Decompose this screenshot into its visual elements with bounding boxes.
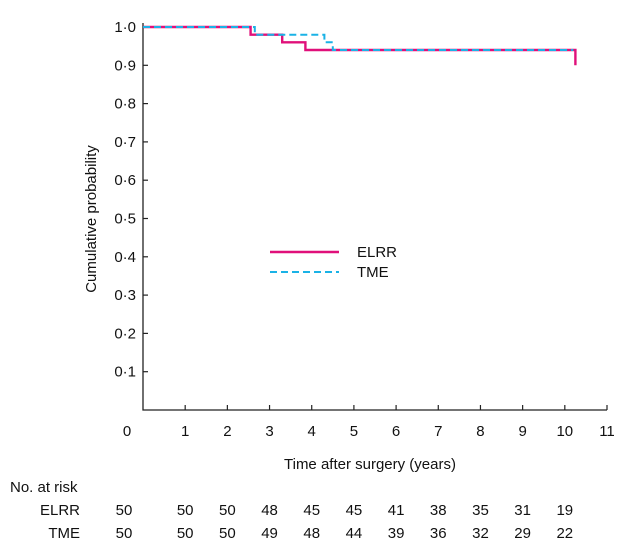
risk-row-label: TME (48, 525, 80, 542)
risk-count: 49 (261, 525, 278, 542)
risk-count: 36 (430, 525, 447, 542)
y-tick-label: 0·9 (114, 57, 136, 74)
series-layer (143, 25, 577, 66)
risk-count: 50 (177, 502, 194, 519)
risk-count: 41 (388, 502, 405, 519)
y-tick-label: 0·5 (114, 211, 136, 228)
risk-count: 44 (346, 525, 363, 542)
legend-label-elrr: ELRR (357, 244, 397, 261)
risk-count: 45 (303, 502, 320, 519)
risk-count: 32 (472, 525, 489, 542)
y-tick-label: 0·7 (114, 134, 136, 151)
axes (142, 23, 607, 411)
x-tick-label: 5 (350, 423, 358, 440)
axis-frame (142, 23, 607, 411)
y-tick-label: 0·2 (114, 325, 136, 342)
y-tick-label: 0·1 (114, 364, 136, 381)
y-tick-label: 1·0 (114, 19, 136, 36)
x-tick-label: 4 (308, 423, 316, 440)
x-tick-label: 11 (599, 423, 615, 440)
risk-count: 39 (388, 525, 405, 542)
risk-count: 45 (346, 502, 363, 519)
y-tick-label: 0·4 (114, 249, 136, 266)
risk-count: 29 (514, 525, 531, 542)
risk-count: 38 (430, 502, 447, 519)
y-tick-label: 0·8 (114, 96, 136, 113)
risk-count: 48 (303, 525, 320, 542)
y-axis-ticks: 0·1 0·2 0·3 0·4 0·5 0·6 0·7 0·8 0·9 1·0 (114, 19, 148, 381)
risk-count: 19 (556, 502, 573, 519)
x-tick-label: 0 (123, 423, 131, 440)
risk-count: 50 (219, 525, 236, 542)
risk-count: 50 (116, 502, 133, 519)
x-axis-ticks: 0 1 2 3 4 5 6 7 8 9 10 11 (123, 405, 615, 440)
legend-label-tme: TME (357, 264, 389, 281)
risk-table-header: No. at risk (10, 479, 78, 496)
x-tick-label: 8 (476, 423, 484, 440)
x-tick-label: 9 (518, 423, 526, 440)
risk-count: 50 (177, 525, 194, 542)
series-line-elrr (143, 25, 577, 66)
x-tick-label: 7 (434, 423, 442, 440)
risk-count: 35 (472, 502, 489, 519)
x-tick-label: 2 (223, 423, 231, 440)
risk-count: 50 (116, 525, 133, 542)
risk-count: 31 (514, 502, 531, 519)
x-tick-label: 1 (181, 423, 189, 440)
legend: ELRR TME (270, 244, 397, 281)
x-tick-label: 10 (556, 423, 573, 440)
risk-row-label: ELRR (40, 502, 80, 519)
y-tick-label: 0·3 (114, 287, 136, 304)
risk-count: 50 (219, 502, 236, 519)
x-tick-label: 3 (265, 423, 273, 440)
risk-table: No. at risk ELRR 50 50 50 48 45 45 41 38 35 31 19 TME… (10, 479, 573, 542)
x-axis-label: Time after surgery (years) (284, 456, 456, 473)
y-axis-label: Cumulative probability (83, 145, 100, 293)
series-line-tme (143, 26, 574, 51)
y-tick-label: 0·6 (114, 172, 136, 189)
risk-count: 22 (556, 525, 573, 542)
risk-count: 48 (261, 502, 278, 519)
x-tick-label: 6 (392, 423, 400, 440)
